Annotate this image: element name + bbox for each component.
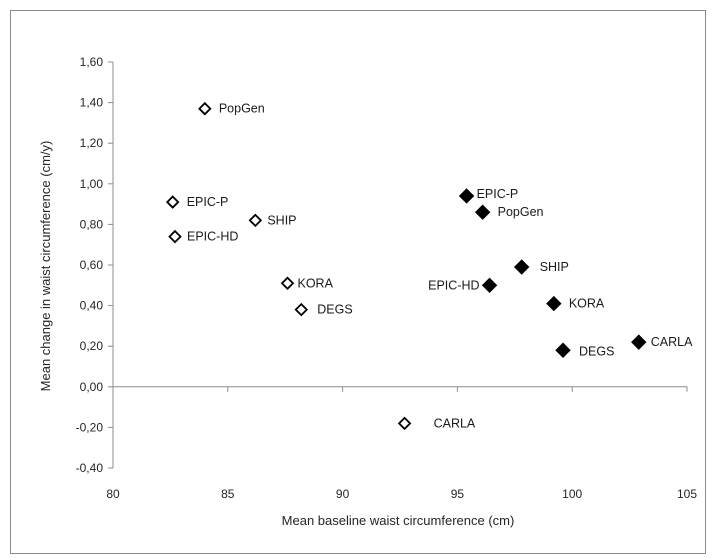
y-tick-label: -0,40 [76,461,104,475]
point-label-carla: CARLA [651,335,693,349]
point-label-ship: SHIP [267,213,296,227]
data-point-filled-ship [513,259,530,275]
point-label-epic-p: EPIC-P [187,195,229,209]
x-axis-title: Mean baseline waist circumference (cm) [282,513,515,528]
data-point-filled-epic-p [458,188,475,204]
point-label-carla: CARLA [434,416,476,430]
data-point-open-kora [280,276,295,291]
axes: -0,40 -0,20 0,00 0,20 0,40 0,60 0,80 1,00 1,20 1,… [76,55,698,501]
data-point-filled-degs [555,342,571,358]
point-label-kora: KORA [569,297,605,311]
chart-frame [10,10,706,554]
x-tick-label: 90 [336,487,350,501]
y-tick-label: 0,60 [80,258,104,272]
y-tick-label: 1,40 [80,96,104,110]
y-tick-label: 0,20 [80,339,104,353]
y-tick-label: 0,40 [80,299,104,313]
y-tick-label: 0,00 [80,380,104,394]
point-label-popgen: PopGen [219,102,265,116]
point-label-degs: DEGS [317,303,352,317]
y-tick-label: 1,60 [80,55,104,69]
data-point-open-epic-p [165,195,180,209]
point-label-epic-hd: EPIC-HD [428,278,479,292]
x-tick-label: 80 [106,487,120,501]
point-label-popgen: PopGen [498,205,544,219]
y-axis-title: Mean change in waist circumference (cm/y… [38,141,53,392]
point-label-degs: DEGS [579,344,614,358]
data-point-filled-popgen [474,204,491,220]
x-tick-label: 100 [562,487,582,501]
data-point-open-popgen [198,101,212,116]
x-tick-label: 85 [221,487,235,501]
x-tick-label: 105 [677,487,697,501]
y-tick-label: -0,20 [76,420,104,434]
y-tick-label: 0,80 [80,217,104,231]
point-label-epic-hd: EPIC-HD [187,230,238,244]
data-point-open-degs [294,302,309,317]
data-point-open-carla [397,416,412,431]
data-point-filled-epic-hd [481,277,498,294]
data-point-filled-carla [631,334,647,350]
data-point-filled-kora [546,295,562,312]
data-point-open-ship [248,213,263,228]
data-point-open-epic-hd [168,229,182,244]
y-tick-label: 1,00 [80,177,104,191]
point-label-ship: SHIP [540,260,569,274]
y-tick-label: 1,20 [80,136,104,150]
point-label-kora: KORA [297,276,333,290]
x-tick-label: 95 [451,487,465,501]
data-points: PopGen EPIC-P SHIP EPIC-HD KORA DEGS CARLA EPIC… [165,101,693,431]
point-label-epic-p: EPIC-P [477,187,519,201]
